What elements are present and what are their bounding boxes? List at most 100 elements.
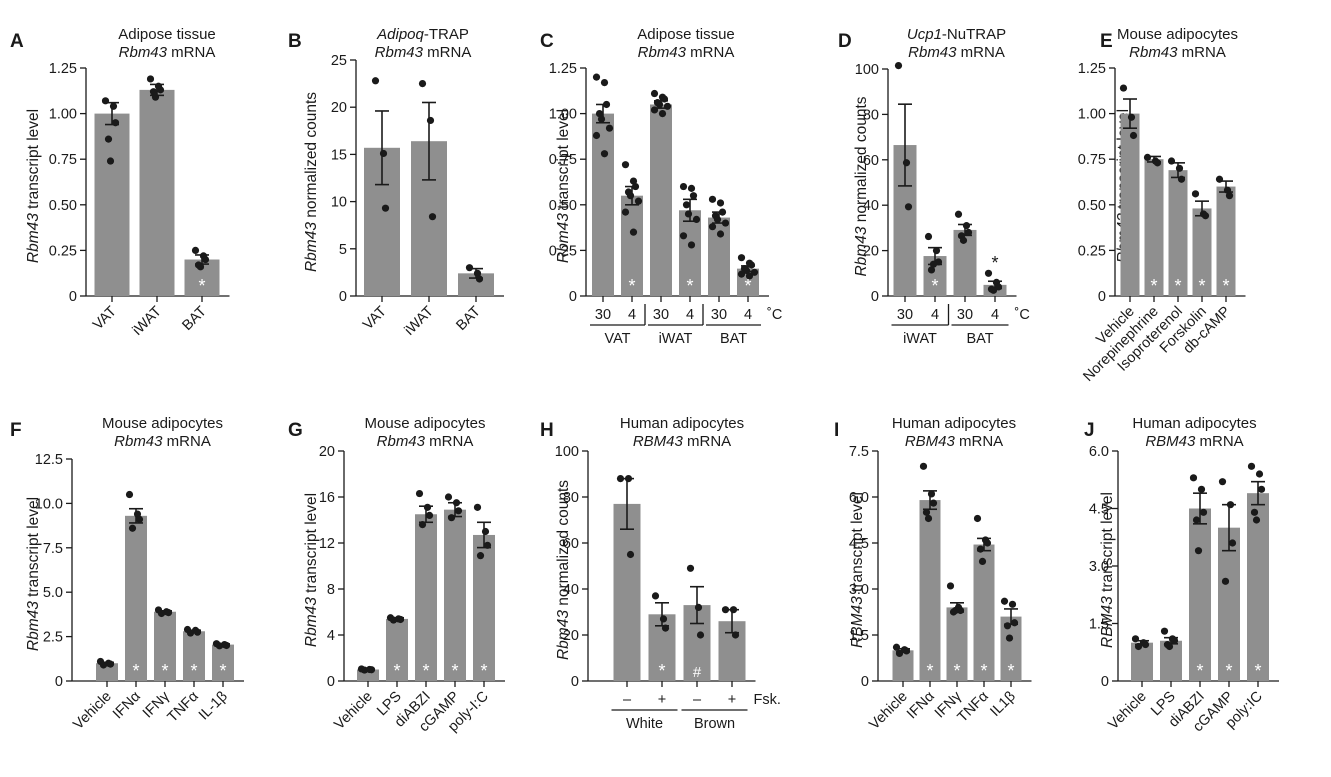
y-tick-label: 1.25: [49, 61, 77, 77]
chart-subtitle: Rbm43 mRNA: [119, 44, 216, 61]
data-point: [360, 666, 369, 674]
data-point: [156, 86, 165, 94]
data-point: [371, 77, 380, 85]
chart-subtitle: RBM43 mRNA: [905, 433, 1003, 450]
data-point: [1199, 508, 1208, 516]
data-point: [713, 215, 722, 223]
y-tick-label: 0.25: [49, 243, 77, 259]
bar-Vehicle: [892, 650, 914, 681]
y-tick-label: 1.25: [1078, 61, 1106, 77]
data-point: [1252, 516, 1261, 524]
y-tick-label: 3.0: [849, 582, 869, 598]
x-tick-label: 30: [711, 307, 727, 323]
y-axis-label: Rbm43 normalized counts: [555, 480, 572, 660]
panel-letter: E: [1100, 31, 1113, 52]
bar-TNFα: [973, 544, 995, 681]
y-axis-label: Rbm43 normalized counts: [853, 96, 870, 276]
significance-mark: *: [1198, 276, 1205, 296]
data-point: [135, 515, 144, 523]
x-tick-label: 30: [897, 307, 913, 323]
significance-mark: *: [480, 661, 487, 681]
y-tick-label: 1.25: [549, 61, 577, 77]
x-tick-label: 4: [991, 307, 999, 323]
chart-subtitle: Rbm43 mRNA: [114, 433, 211, 450]
x-tick-label: –: [623, 692, 632, 708]
bar-BAT: [458, 273, 494, 296]
data-point: [624, 475, 633, 483]
y-tick-label: 6.0: [849, 490, 869, 506]
significance-mark: *: [190, 661, 197, 681]
data-point: [1247, 462, 1256, 470]
y-tick-label: 16: [319, 490, 335, 506]
data-point: [191, 246, 200, 254]
group-label: iWAT: [903, 331, 937, 347]
data-point: [951, 606, 960, 615]
data-point: [379, 149, 388, 158]
bar-30: [592, 113, 614, 296]
data-point: [650, 106, 659, 114]
chart-subtitle: RBM43 mRNA: [633, 433, 731, 450]
data-point: [444, 493, 453, 501]
y-tick-label: 0: [861, 674, 869, 690]
data-point: [629, 228, 638, 236]
data-point: [1250, 508, 1259, 516]
data-point: [660, 95, 669, 103]
data-point: [595, 110, 604, 118]
significance-mark: *: [1196, 661, 1203, 681]
data-point: [425, 511, 434, 519]
data-point: [1134, 642, 1143, 651]
y-tick-label: 6.0: [1089, 444, 1109, 460]
group-label: White: [626, 716, 663, 732]
x-tick-label: 4: [744, 307, 752, 323]
data-point: [989, 286, 998, 294]
y-tick-label: 4.5: [849, 536, 869, 552]
data-point: [1194, 547, 1203, 555]
y-tick-label: 4: [327, 628, 335, 644]
data-point: [157, 609, 166, 618]
panel-letter: I: [834, 420, 839, 441]
data-point: [904, 203, 913, 211]
y-axis-label: Rbm43 transcript level: [25, 497, 42, 651]
data-point: [922, 508, 931, 516]
data-point: [984, 269, 993, 277]
data-point: [658, 110, 667, 118]
unit-label: Fsk.: [754, 692, 781, 708]
significance-mark: *: [1222, 276, 1229, 296]
data-point: [1143, 153, 1152, 161]
data-point: [689, 192, 698, 200]
x-tick-label: BAT: [179, 303, 210, 334]
data-point: [956, 606, 965, 615]
data-point: [687, 241, 696, 249]
data-point: [415, 489, 424, 498]
x-tick-label: iWAT: [402, 303, 437, 338]
data-point: [684, 210, 693, 218]
bar-IFNγ: [946, 607, 968, 681]
data-point: [215, 642, 224, 650]
data-point: [1005, 634, 1014, 642]
data-point: [924, 232, 933, 241]
data-point: [679, 182, 688, 191]
x-tick-label: Vehicle: [1105, 689, 1149, 733]
y-tick-label: 4.5: [1089, 502, 1109, 518]
data-point: [1221, 577, 1230, 585]
y-tick-label: 0.75: [1078, 152, 1106, 168]
group-label: VAT: [604, 331, 630, 347]
bar-IL-1β: [212, 644, 234, 681]
y-tick-label: 10: [331, 195, 347, 211]
significance-mark: *: [393, 661, 400, 681]
y-tick-label: 1.00: [49, 107, 77, 123]
y-tick-label: 7.5: [849, 444, 869, 460]
data-point: [428, 213, 437, 221]
data-point: [109, 102, 118, 110]
x-tick-label: +: [658, 692, 666, 708]
chart-title: Human adipocytes: [892, 415, 1016, 432]
data-point: [932, 247, 941, 255]
y-tick-label: 20: [563, 628, 579, 644]
data-point: [1255, 470, 1264, 478]
y-axis-label: RBM43 transcript level: [1099, 492, 1116, 648]
data-point: [750, 268, 759, 276]
data-point: [1215, 175, 1224, 183]
